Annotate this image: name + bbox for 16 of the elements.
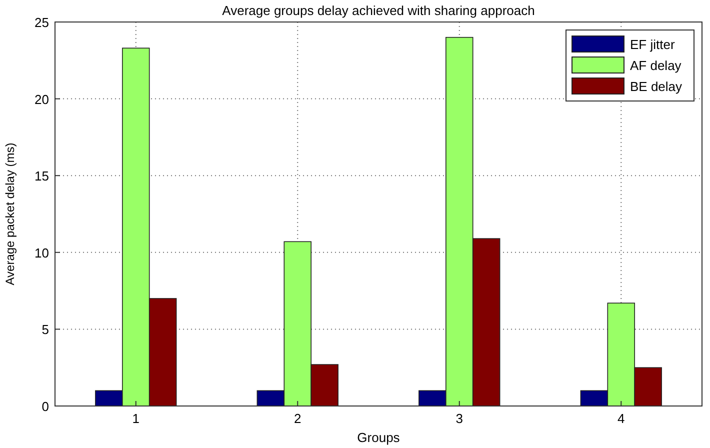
chart-title: Average groups delay achieved with sharing approach (222, 3, 535, 18)
x-tick-label: 1 (132, 411, 140, 426)
y-tick-label: 15 (34, 168, 49, 184)
x-tick-label: 4 (618, 411, 625, 426)
x-tick-label: 3 (456, 411, 463, 426)
x-axis-title: Groups (357, 430, 400, 445)
legend-label: AF delay (630, 58, 682, 73)
y-axis-title: Average packet delay (ms) (3, 142, 17, 286)
legend-label: EF jitter (630, 37, 676, 52)
y-tick-label: 25 (34, 15, 49, 30)
legend-label: BE delay (630, 79, 683, 94)
y-tick-label: 20 (34, 92, 49, 107)
y-tick-label: 5 (42, 322, 49, 338)
x-tick-label: 2 (294, 411, 302, 426)
y-tick-label: 0 (42, 399, 49, 414)
y-tick-label: 10 (34, 245, 49, 260)
